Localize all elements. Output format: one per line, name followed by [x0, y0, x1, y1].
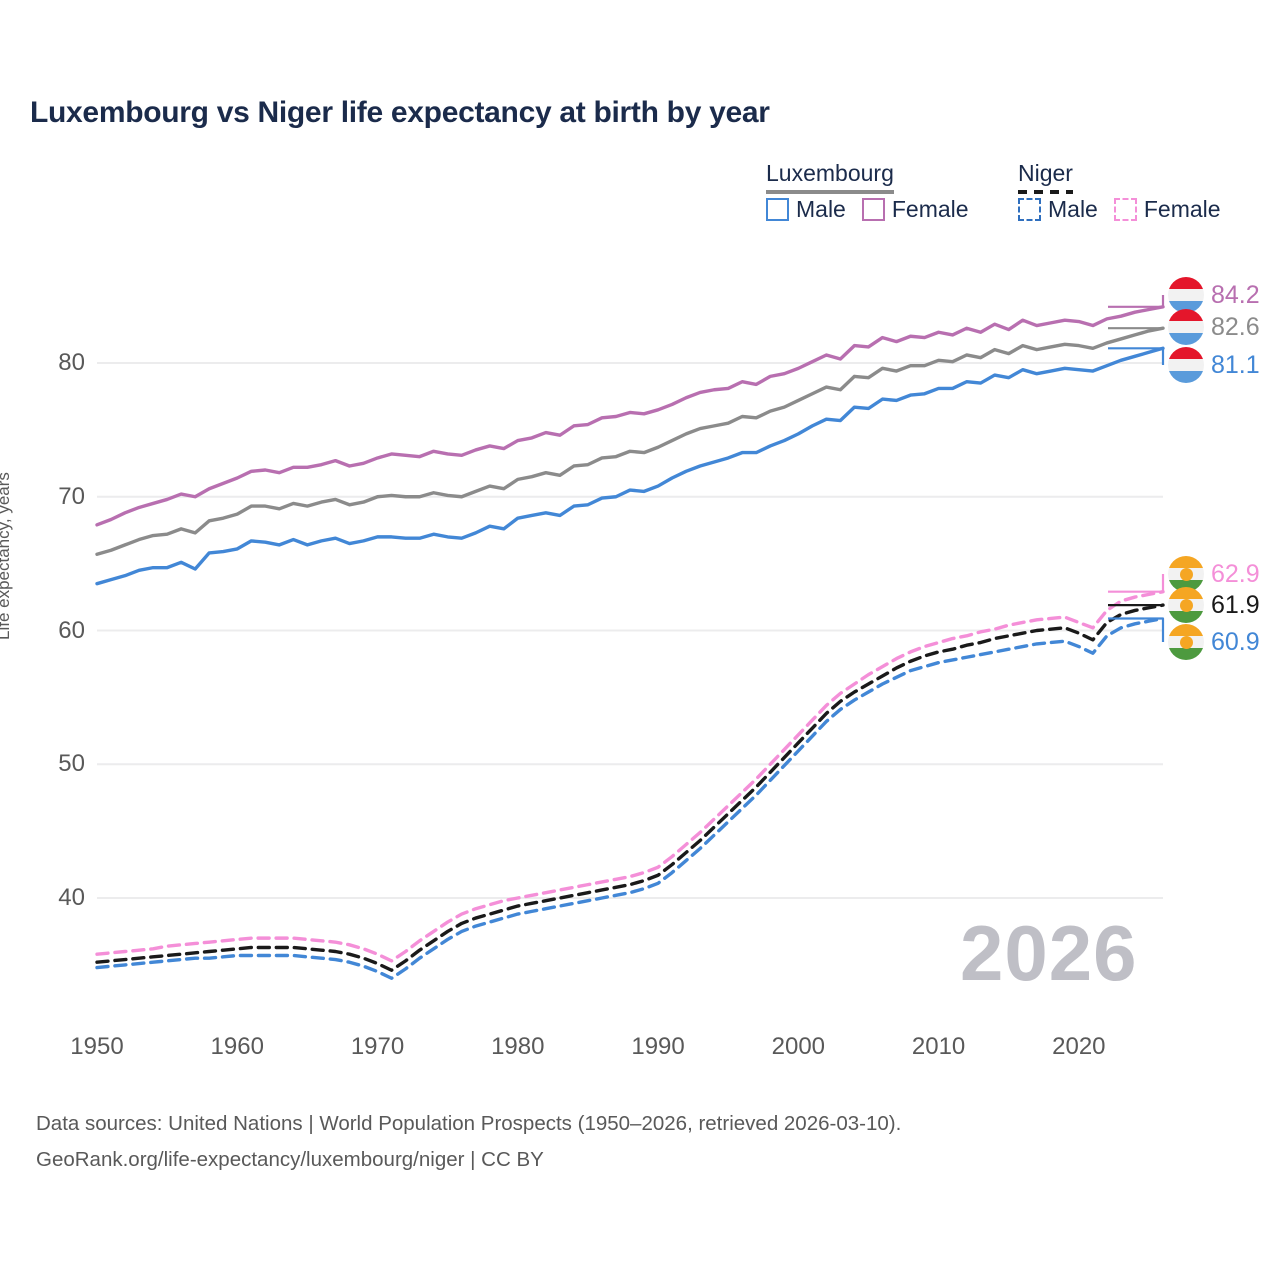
- series-end-value: 60.9: [1211, 627, 1260, 656]
- series-end-label: 84.2: [1168, 277, 1260, 313]
- series-line: [95, 616, 1165, 980]
- niger-flag-icon: [1168, 556, 1204, 592]
- legend-item-luxembourg-female[interactable]: Female: [861, 196, 969, 223]
- series-end-label: 60.9: [1168, 624, 1260, 660]
- y-axis-tick: 70: [58, 482, 85, 510]
- y-axis-tick: 60: [58, 616, 85, 644]
- x-axis-tick: 2000: [771, 1033, 826, 1060]
- legend-item-label: Female: [891, 196, 969, 222]
- series-end-value: 81.1: [1211, 350, 1260, 379]
- series-leader-line: [1108, 327, 1165, 330]
- series-end-label: 61.9: [1168, 587, 1260, 623]
- legend-item-niger-male[interactable]: Male: [1018, 196, 1098, 223]
- legend-line-style-solid: [766, 190, 894, 194]
- legend-item-label: Male: [796, 196, 846, 222]
- series-end-value: 82.6: [1211, 312, 1260, 341]
- x-axis-tick: 1960: [210, 1033, 264, 1060]
- series-leader-line: [1108, 347, 1165, 365]
- niger-flag-icon: [1168, 587, 1204, 623]
- y-axis-tick: 40: [58, 884, 85, 911]
- x-axis-tick: 2010: [911, 1033, 966, 1060]
- series-end-value: 61.9: [1211, 590, 1260, 619]
- legend-swatch-icon: [861, 198, 885, 221]
- legend-country-label: Niger: [1018, 160, 1073, 186]
- series-line: [95, 326, 1165, 556]
- legend-item-niger-female[interactable]: Female: [1113, 196, 1221, 223]
- footer-attribution: Data sources: United Nations | World Pop…: [36, 1106, 901, 1178]
- legend-swatch-icon: [1018, 198, 1041, 221]
- y-axis-tick: 80: [58, 349, 85, 376]
- luxembourg-flag-icon: [1168, 309, 1204, 345]
- page-title: Luxembourg vs Niger life expectancy at b…: [30, 96, 770, 129]
- footer-line-sources: Data sources: United Nations | World Pop…: [36, 1112, 902, 1135]
- series-end-label: 82.6: [1168, 309, 1260, 345]
- x-axis-tick: 1950: [70, 1033, 124, 1060]
- series-line: [95, 346, 1165, 586]
- luxembourg-flag-icon: [1168, 347, 1204, 383]
- legend-item-luxembourg-male[interactable]: Male: [766, 196, 846, 223]
- x-axis-tick: 1970: [350, 1033, 405, 1060]
- legend-item-label: Male: [1048, 196, 1098, 222]
- x-axis-tick: 1990: [631, 1033, 685, 1060]
- series-end-value: 84.2: [1211, 280, 1260, 309]
- series-end-label: 62.9: [1168, 556, 1260, 592]
- series-line: [95, 603, 1165, 972]
- niger-flag-icon: [1168, 624, 1204, 660]
- legend-item-label: Female: [1143, 196, 1221, 222]
- year-watermark: 2026: [960, 909, 1138, 997]
- series-line: [95, 590, 1165, 963]
- series-leader-line: [1108, 574, 1165, 593]
- series-end-value: 62.9: [1211, 559, 1260, 588]
- legend-swatch-icon: [766, 198, 789, 221]
- legend-swatch-icon: [1113, 198, 1137, 221]
- y-axis-tick: 50: [58, 750, 85, 778]
- chart-legend: Luxembourg Male Female Niger Male: [760, 160, 1260, 246]
- series-end-label: 81.1: [1168, 347, 1260, 383]
- legend-country-label: Luxembourg: [766, 160, 894, 186]
- x-axis-tick: 2020: [1052, 1033, 1106, 1060]
- x-axis-tick: 1980: [491, 1033, 545, 1060]
- legend-line-style-dashed: [1018, 190, 1073, 194]
- series-leader-line: [1108, 617, 1165, 642]
- series-leader-line: [1108, 295, 1165, 308]
- series-line: [95, 305, 1165, 527]
- legend-group-luxembourg: Luxembourg Male Female: [766, 160, 969, 222]
- luxembourg-flag-icon: [1168, 277, 1204, 313]
- legend-group-niger: Niger Male Female: [1018, 160, 1221, 222]
- footer-line-url: GeoRank.org/life-expectancy/luxembourg/n…: [36, 1148, 544, 1171]
